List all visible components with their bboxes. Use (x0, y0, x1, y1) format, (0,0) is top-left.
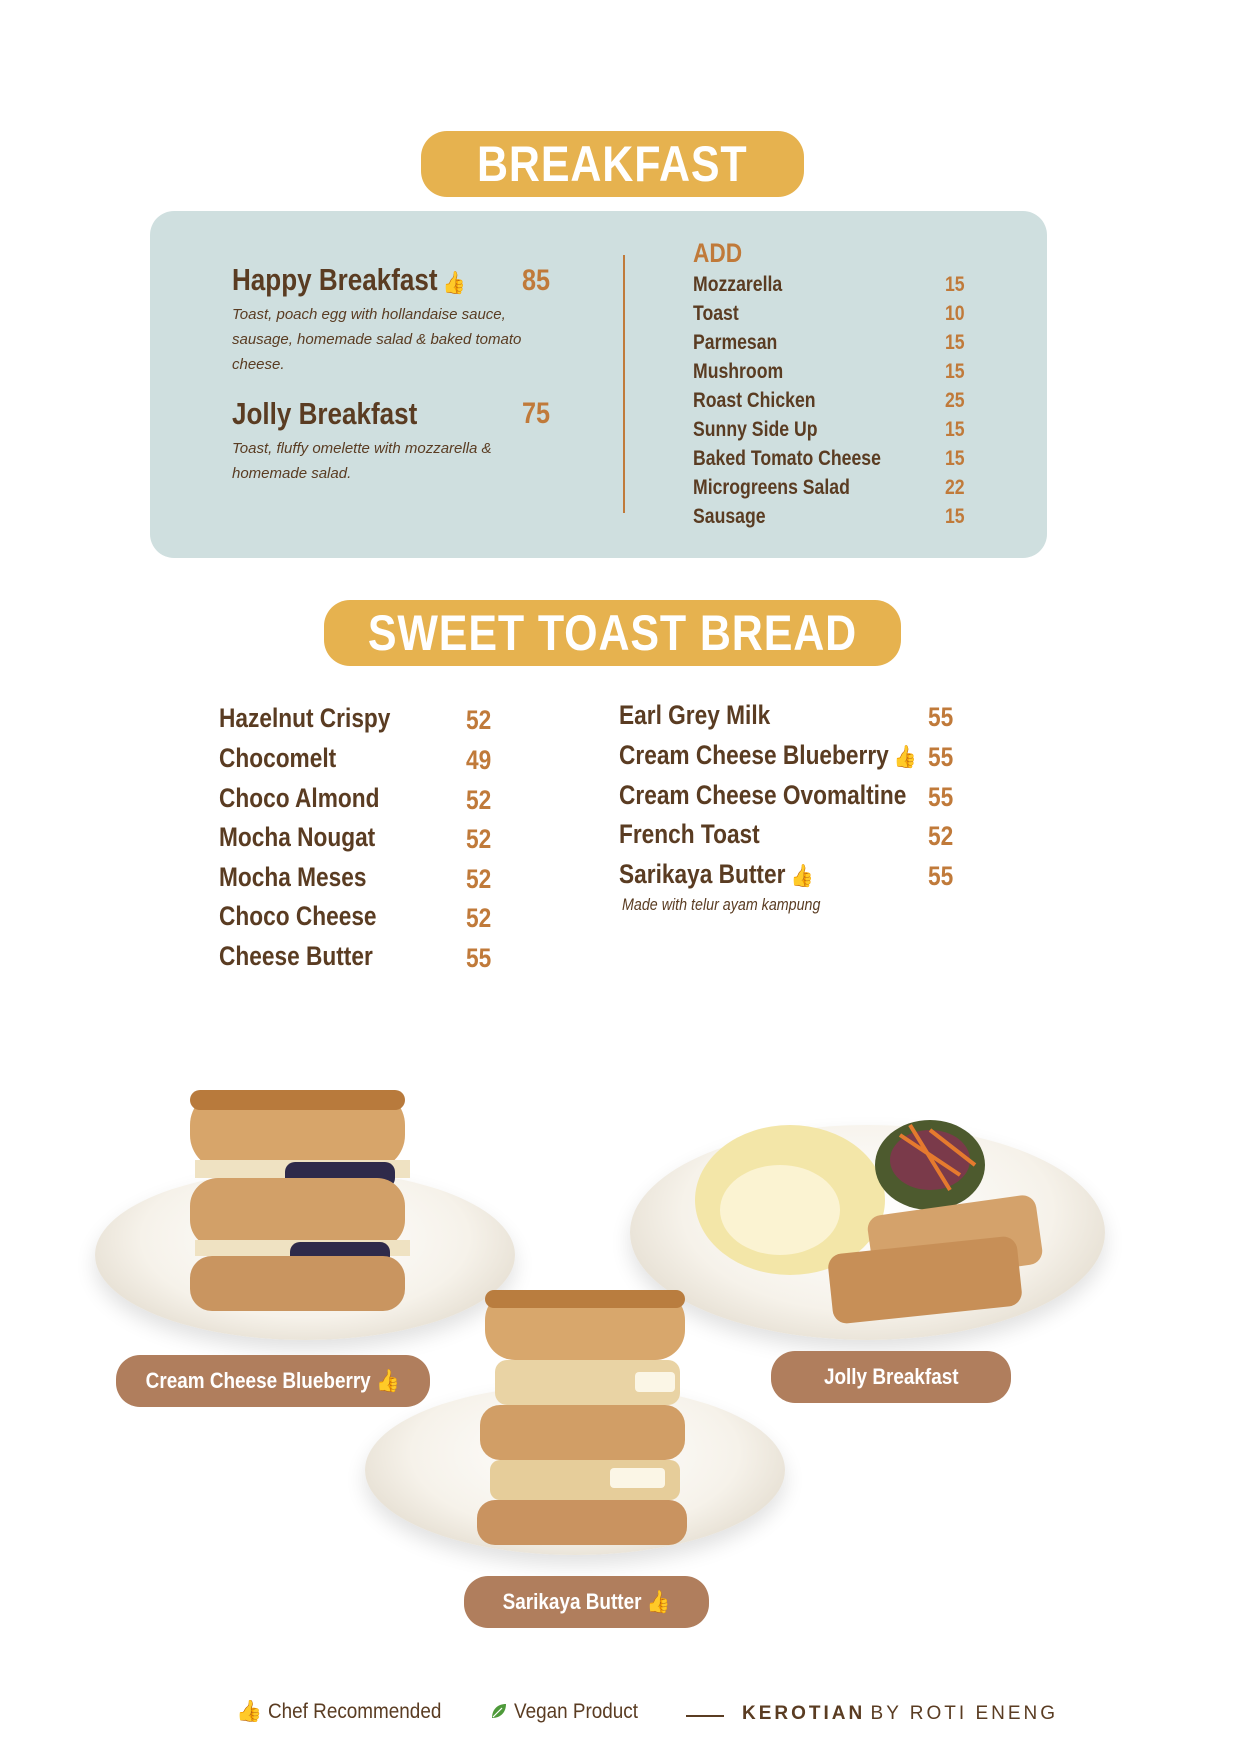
item-description: Toast, fluffy omelette with mozzarella &… (232, 440, 492, 482)
menu-item: Sarikaya Butter 👍 55 (619, 859, 954, 891)
legend-vegan-product: Vegan Product (490, 1700, 652, 1724)
menu-item-happy-breakfast: Happy Breakfast 👍 (232, 262, 510, 298)
thumbs-up-icon: 👍 (236, 1700, 263, 1723)
menu-item: Earl Grey Milk 55 (619, 700, 954, 732)
menu-item: Choco Almond 52 (219, 783, 492, 815)
menu-item: Choco Cheese 52 (219, 901, 492, 933)
photo-jolly-breakfast (630, 1095, 1105, 1345)
menu-item: Chocomelt 49 (219, 743, 492, 775)
breakfast-heading: BREAKFAST (421, 131, 804, 197)
menu-item-jolly-breakfast: Jolly Breakfast (232, 396, 418, 431)
menu-item: Cream Cheese Blueberry 👍 55 (619, 740, 954, 772)
brand-signature: KEROTIAN BY ROTI ENENG (742, 1703, 1059, 1724)
item-price: 85 (522, 264, 551, 297)
toast-stack-illustration (190, 1090, 410, 1311)
menu-item: Cheese Butter 55 (219, 941, 492, 973)
panel-divider (623, 255, 625, 513)
add-on-item: Mozzarella 15 (693, 273, 965, 296)
photo-cream-cheese-blueberry (95, 1060, 515, 1340)
footer-divider (686, 1715, 724, 1717)
legend-chef-recommended: 👍 Chef Recommended (236, 1700, 442, 1723)
add-on-item: Mushroom 15 (693, 360, 965, 383)
item-name: Happy Breakfast (232, 262, 438, 297)
photo-label-cream-cheese-blueberry: Cream Cheese Blueberry 👍 (116, 1355, 430, 1407)
add-on-item: Microgreens Salad 22 (693, 476, 965, 499)
thumbs-up-icon: 👍 (442, 270, 466, 295)
menu-item: French Toast 52 (619, 819, 954, 851)
add-on-item: Baked Tomato Cheese 15 (693, 447, 965, 470)
item-description: Toast, poach egg with hollandaise sauce,… (232, 306, 522, 373)
breakfast-plate-illustration (695, 1120, 1043, 1324)
thumbs-up-icon: 👍 (376, 1368, 400, 1393)
item-price: 75 (522, 397, 551, 430)
add-on-item: Sunny Side Up 15 (693, 418, 965, 441)
breakfast-panel (150, 211, 1047, 558)
sarikaya-note: Made with telur ayam kampung (622, 895, 821, 914)
add-on-item: Parmesan 15 (693, 331, 965, 354)
photo-label-jolly-breakfast: Jolly Breakfast (771, 1351, 1011, 1403)
menu-item: Mocha Nougat 52 (219, 822, 492, 854)
thumbs-up-icon: 👍 (790, 863, 814, 888)
add-on-item: Roast Chicken 25 (693, 389, 965, 412)
menu-item: Cream Cheese Ovomaltine 55 (619, 780, 954, 812)
toast-stack-illustration (477, 1290, 687, 1545)
leaf-icon (492, 1704, 506, 1718)
photo-sarikaya-butter (365, 1280, 785, 1565)
sweet-toast-heading: SWEET TOAST BREAD (324, 600, 901, 666)
menu-item: Hazelnut Crispy 52 (219, 703, 492, 735)
thumbs-up-icon: 👍 (646, 1589, 671, 1614)
menu-item: Mocha Meses 52 (219, 862, 492, 894)
add-on-item: Toast 10 (693, 302, 965, 325)
add-on-item: Sausage 15 (693, 505, 965, 528)
thumbs-up-icon: 👍 (893, 744, 917, 769)
photo-label-sarikaya-butter: Sarikaya Butter 👍 (464, 1576, 709, 1628)
add-ons-title: ADD (693, 238, 743, 268)
